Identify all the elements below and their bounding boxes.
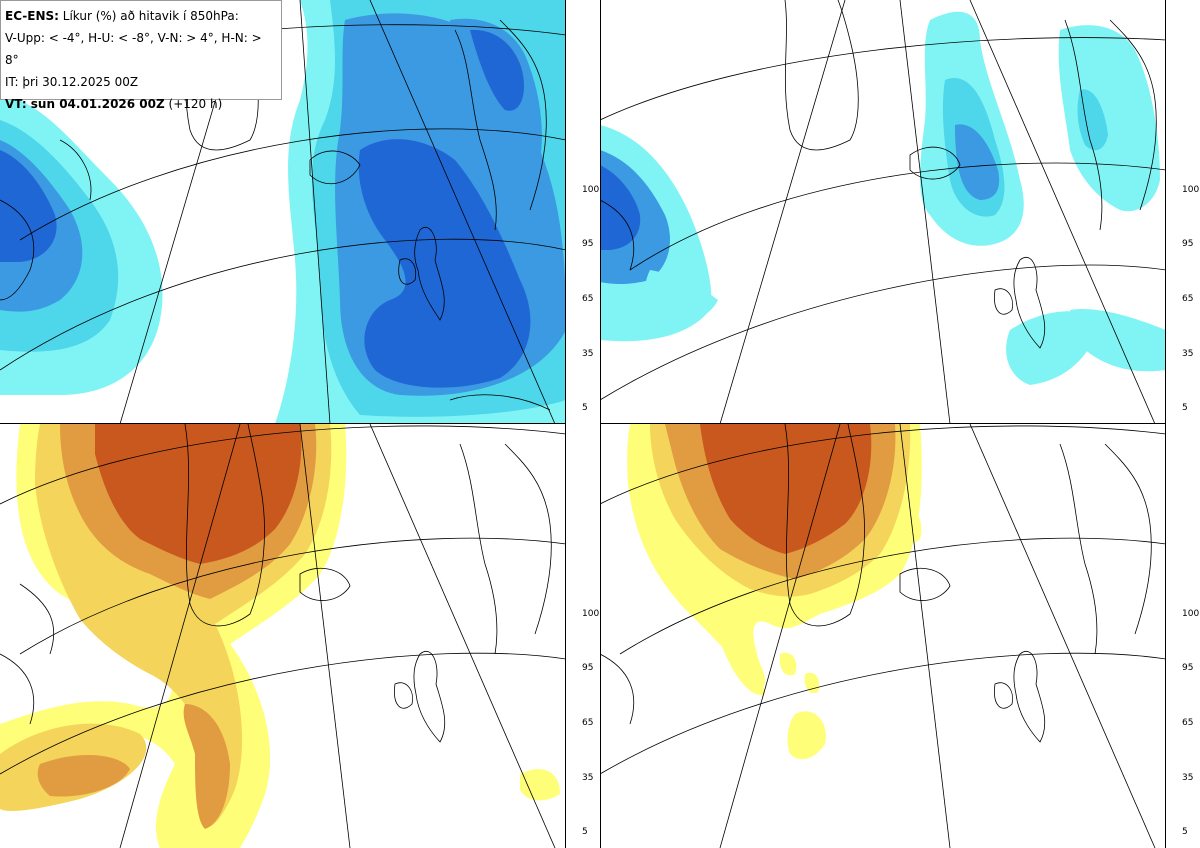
map-panel-top-left [0,0,566,424]
colorbar-label-100: 100 [582,609,600,619]
panel-border-right-start [600,0,601,848]
panel-divider-horizontal-right [600,423,1166,424]
probability-map-warm-strong [600,424,1166,848]
colorbar-label-35: 35 [1182,773,1194,783]
colorbar-label-95: 95 [582,663,594,673]
map-panel-bottom-left [0,424,566,848]
header-thresholds: V-Upp: < -4°, H-U: < -8°, V-N: > 4°, H-N… [5,31,262,67]
map-panel-top-right [600,0,1166,424]
probability-map-cold-strong [600,0,1166,424]
colorbar-label-65: 65 [1182,718,1194,728]
colorbar-labels-bottom-right: 100 95 65 35 5 [1168,609,1200,839]
header-title: EC-ENS: Líkur (%) að hitavik í 850hPa: [5,9,239,23]
colorbar-label-5: 5 [582,827,588,837]
colorbar-label-65: 65 [1182,294,1194,304]
colorbar-label-100: 100 [1182,609,1200,619]
colorbar-labels-top-left: 100 95 65 35 5 [568,185,600,415]
colorbar-label-95: 95 [1182,663,1194,673]
header-initial-time: IT: þri 30.12.2025 00Z [5,75,139,89]
map-panel-bottom-right [600,424,1166,848]
probability-map-warm-moderate [0,424,566,848]
colorbar-labels-bottom-left: 100 95 65 35 5 [568,609,600,839]
map-header: EC-ENS: Líkur (%) að hitavik í 850hPa: V… [0,0,282,111]
colorbar-label-100: 100 [582,185,600,195]
colorbar-label-95: 95 [582,239,594,249]
colorbar-label-65: 65 [582,294,594,304]
colorbar-label-5: 5 [582,403,588,413]
colorbar-labels-top-right: 100 95 65 35 5 [1168,185,1200,415]
colorbar-label-35: 35 [582,349,594,359]
panel-border-left [565,0,566,848]
colorbar-label-100: 100 [1182,185,1200,195]
panel-divider-horizontal-left [0,423,566,424]
colorbar-label-95: 95 [1182,239,1194,249]
header-valid-time: VT: sun 04.01.2026 00Z (+120 h) [5,97,223,111]
colorbar-label-35: 35 [582,773,594,783]
colorbar-label-5: 5 [1182,827,1188,837]
colorbar-label-35: 35 [1182,349,1194,359]
colorbar-label-5: 5 [1182,403,1188,413]
panel-border-right-end [1165,0,1166,848]
probability-map-cold-moderate [0,0,566,424]
colorbar-label-65: 65 [582,718,594,728]
